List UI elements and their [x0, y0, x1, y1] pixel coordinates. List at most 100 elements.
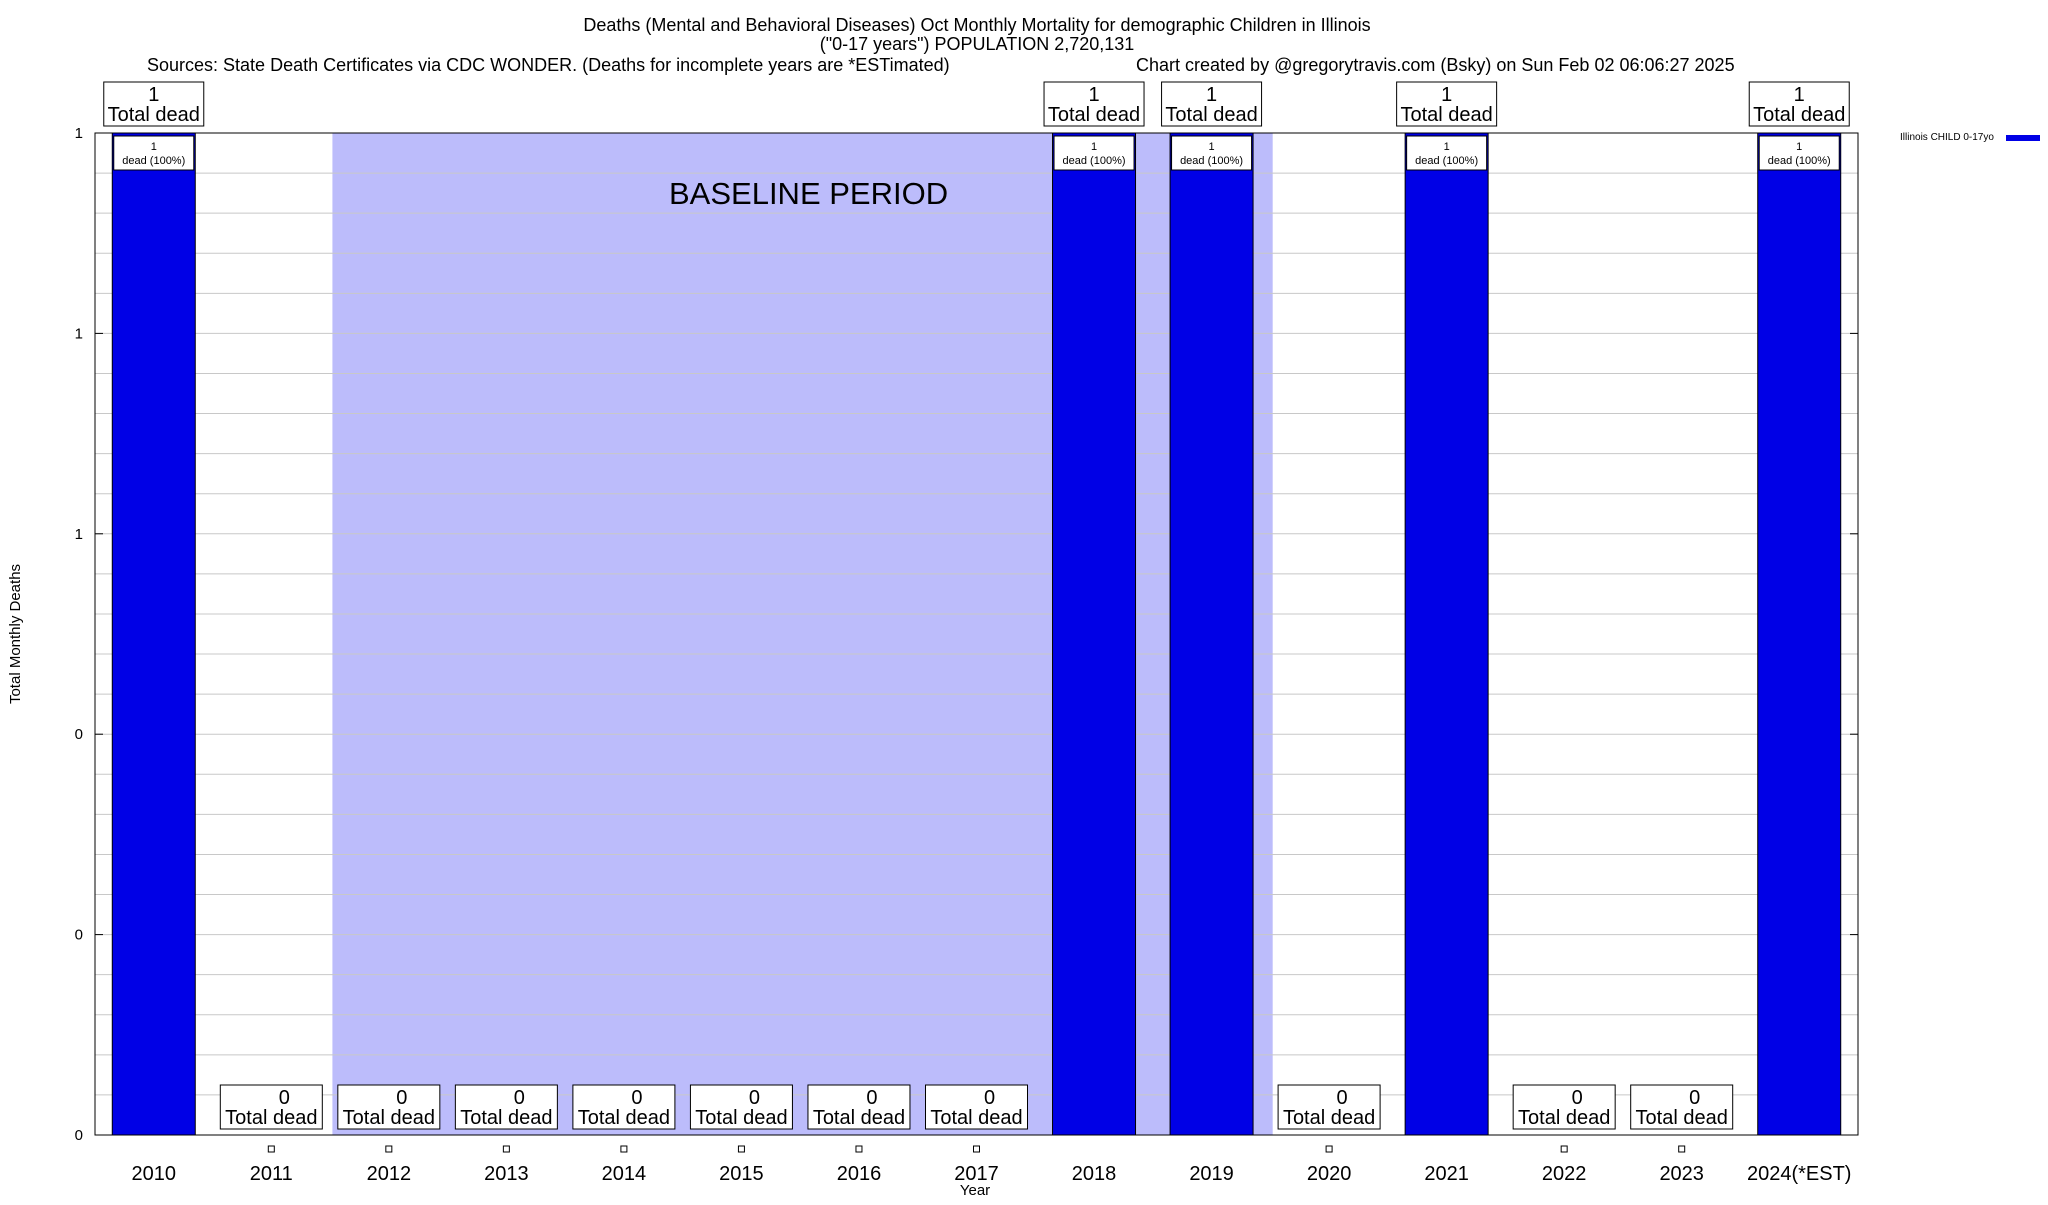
total-label-box	[925, 1084, 1028, 1130]
y-tick-label: 0	[75, 726, 83, 743]
x-tick-label: 2018	[1072, 1163, 1117, 1185]
total-label-value: 1	[1441, 84, 1452, 106]
total-label-text: Total dead	[1165, 104, 1257, 126]
legend-entry-label: Illinois CHILD 0-17yo	[1900, 132, 1994, 143]
total-label-box	[572, 1084, 676, 1130]
total-label-value: 0	[984, 1087, 995, 1109]
y-tick-label: 1	[75, 125, 83, 142]
total-label-box	[1043, 81, 1145, 127]
total-label-text: Total dead	[108, 104, 200, 126]
bar-data-label-percent: dead (100%)	[1415, 155, 1478, 167]
bar	[111, 132, 196, 1136]
total-label-box	[1748, 81, 1850, 127]
bar	[1169, 132, 1254, 1136]
bar-data-label-count: 1	[151, 141, 157, 153]
total-label-text: Total dead	[1518, 1107, 1610, 1129]
total-label-value: 0	[1337, 1087, 1348, 1109]
total-label-value: 0	[749, 1087, 760, 1109]
x-tick-label: 2021	[1424, 1163, 1469, 1185]
bar-data-label-box	[1053, 135, 1135, 171]
total-label-box	[689, 1084, 793, 1130]
x-tick-label: 2017	[954, 1163, 999, 1185]
bar-data-label-percent: dead (100%)	[1768, 155, 1831, 167]
x-tick-label: 2023	[1659, 1163, 1704, 1185]
total-label-box	[219, 1084, 323, 1130]
total-label-value: 0	[1572, 1087, 1583, 1109]
total-label-text: Total dead	[343, 1107, 435, 1129]
x-tick-label: 2012	[367, 1163, 412, 1185]
total-label-text: Total dead	[1400, 104, 1492, 126]
x-tick-label: 2013	[484, 1163, 529, 1185]
chart-sources: Sources: State Death Certificates via CD…	[147, 55, 950, 75]
bar	[1404, 132, 1489, 1136]
zero-point-marker	[267, 1145, 275, 1153]
total-label-box	[1396, 81, 1498, 127]
bar	[1052, 132, 1137, 1136]
bar-data-label-box	[1171, 135, 1253, 171]
total-label-value: 0	[1689, 1087, 1700, 1109]
total-label-box	[454, 1084, 558, 1130]
bar-data-label-box	[113, 135, 195, 171]
total-label-value: 0	[279, 1087, 290, 1109]
y-tick-label: 1	[75, 526, 83, 543]
total-label-text: Total dead	[460, 1107, 552, 1129]
bar-data-label-percent: dead (100%)	[1063, 155, 1126, 167]
x-tick-label: 2015	[719, 1163, 764, 1185]
zero-point-marker	[385, 1145, 393, 1153]
zero-point-marker	[1325, 1145, 1333, 1153]
total-label-value: 0	[514, 1087, 525, 1109]
total-label-box	[1630, 1084, 1734, 1130]
bar-data-label-count: 1	[1209, 141, 1215, 153]
total-label-value: 0	[631, 1087, 642, 1109]
bar-data-label-count: 1	[1796, 141, 1802, 153]
chart-title-line-1: Deaths (Mental and Behavioral Diseases) …	[583, 15, 1370, 35]
x-tick-label: 2014	[602, 1163, 647, 1185]
x-tick-label: 2020	[1307, 1163, 1352, 1185]
bar	[1757, 132, 1842, 1136]
y-tick-label: 0	[75, 927, 83, 944]
plot-frame	[94, 132, 1859, 1136]
x-tick-label: 2022	[1542, 1163, 1587, 1185]
zero-point-marker	[973, 1145, 980, 1153]
x-tick-label: 2010	[132, 1163, 177, 1185]
total-label-text: Total dead	[225, 1107, 317, 1129]
x-tick-label: 2011	[250, 1163, 293, 1185]
bar-data-label-box	[1758, 135, 1840, 171]
zero-point-marker	[855, 1145, 863, 1153]
total-label-text: Total dead	[1753, 104, 1845, 126]
total-label-value: 0	[396, 1087, 407, 1109]
total-label-text: Total dead	[578, 1107, 670, 1129]
total-label-value: 1	[1206, 84, 1217, 106]
total-label-text: Total dead	[695, 1107, 787, 1129]
y-tick-label: 0	[75, 1127, 83, 1144]
y-tick-label: 1	[75, 325, 83, 342]
zero-point-marker	[1678, 1145, 1686, 1153]
total-label-text: Total dead	[813, 1107, 905, 1129]
total-label-text: Total dead	[1048, 104, 1140, 126]
zero-point-marker	[737, 1145, 745, 1153]
bar-data-label-count: 1	[1444, 141, 1450, 153]
total-label-box	[1161, 81, 1263, 127]
x-tick-label: 2024(*EST)	[1747, 1163, 1852, 1185]
x-axis-label: Year	[960, 1182, 990, 1199]
bar-data-label-percent: dead (100%)	[1180, 155, 1243, 167]
total-label-box	[1277, 1084, 1381, 1130]
total-label-box	[337, 1084, 441, 1130]
zero-point-marker	[502, 1145, 510, 1153]
bar-data-label-percent: dead (100%)	[122, 155, 185, 167]
bar-data-label-count: 1	[1091, 141, 1097, 153]
total-label-box	[103, 81, 205, 127]
total-label-text: Total dead	[1636, 1107, 1728, 1129]
zero-point-marker	[1560, 1145, 1568, 1153]
total-label-text: Total dead	[1283, 1107, 1375, 1129]
baseline-band-label: BASELINE PERIOD	[669, 176, 948, 211]
x-tick-label: 2016	[837, 1163, 882, 1185]
y-axis-label: Total Monthly Deaths	[7, 564, 24, 704]
bar-data-label-box	[1406, 135, 1488, 171]
chart-title-line-2: ("0-17 years") POPULATION 2,720,131	[820, 34, 1135, 54]
x-tick-label: 2019	[1189, 1163, 1234, 1185]
zero-point-marker	[620, 1145, 628, 1153]
total-label-value: 1	[148, 84, 159, 106]
